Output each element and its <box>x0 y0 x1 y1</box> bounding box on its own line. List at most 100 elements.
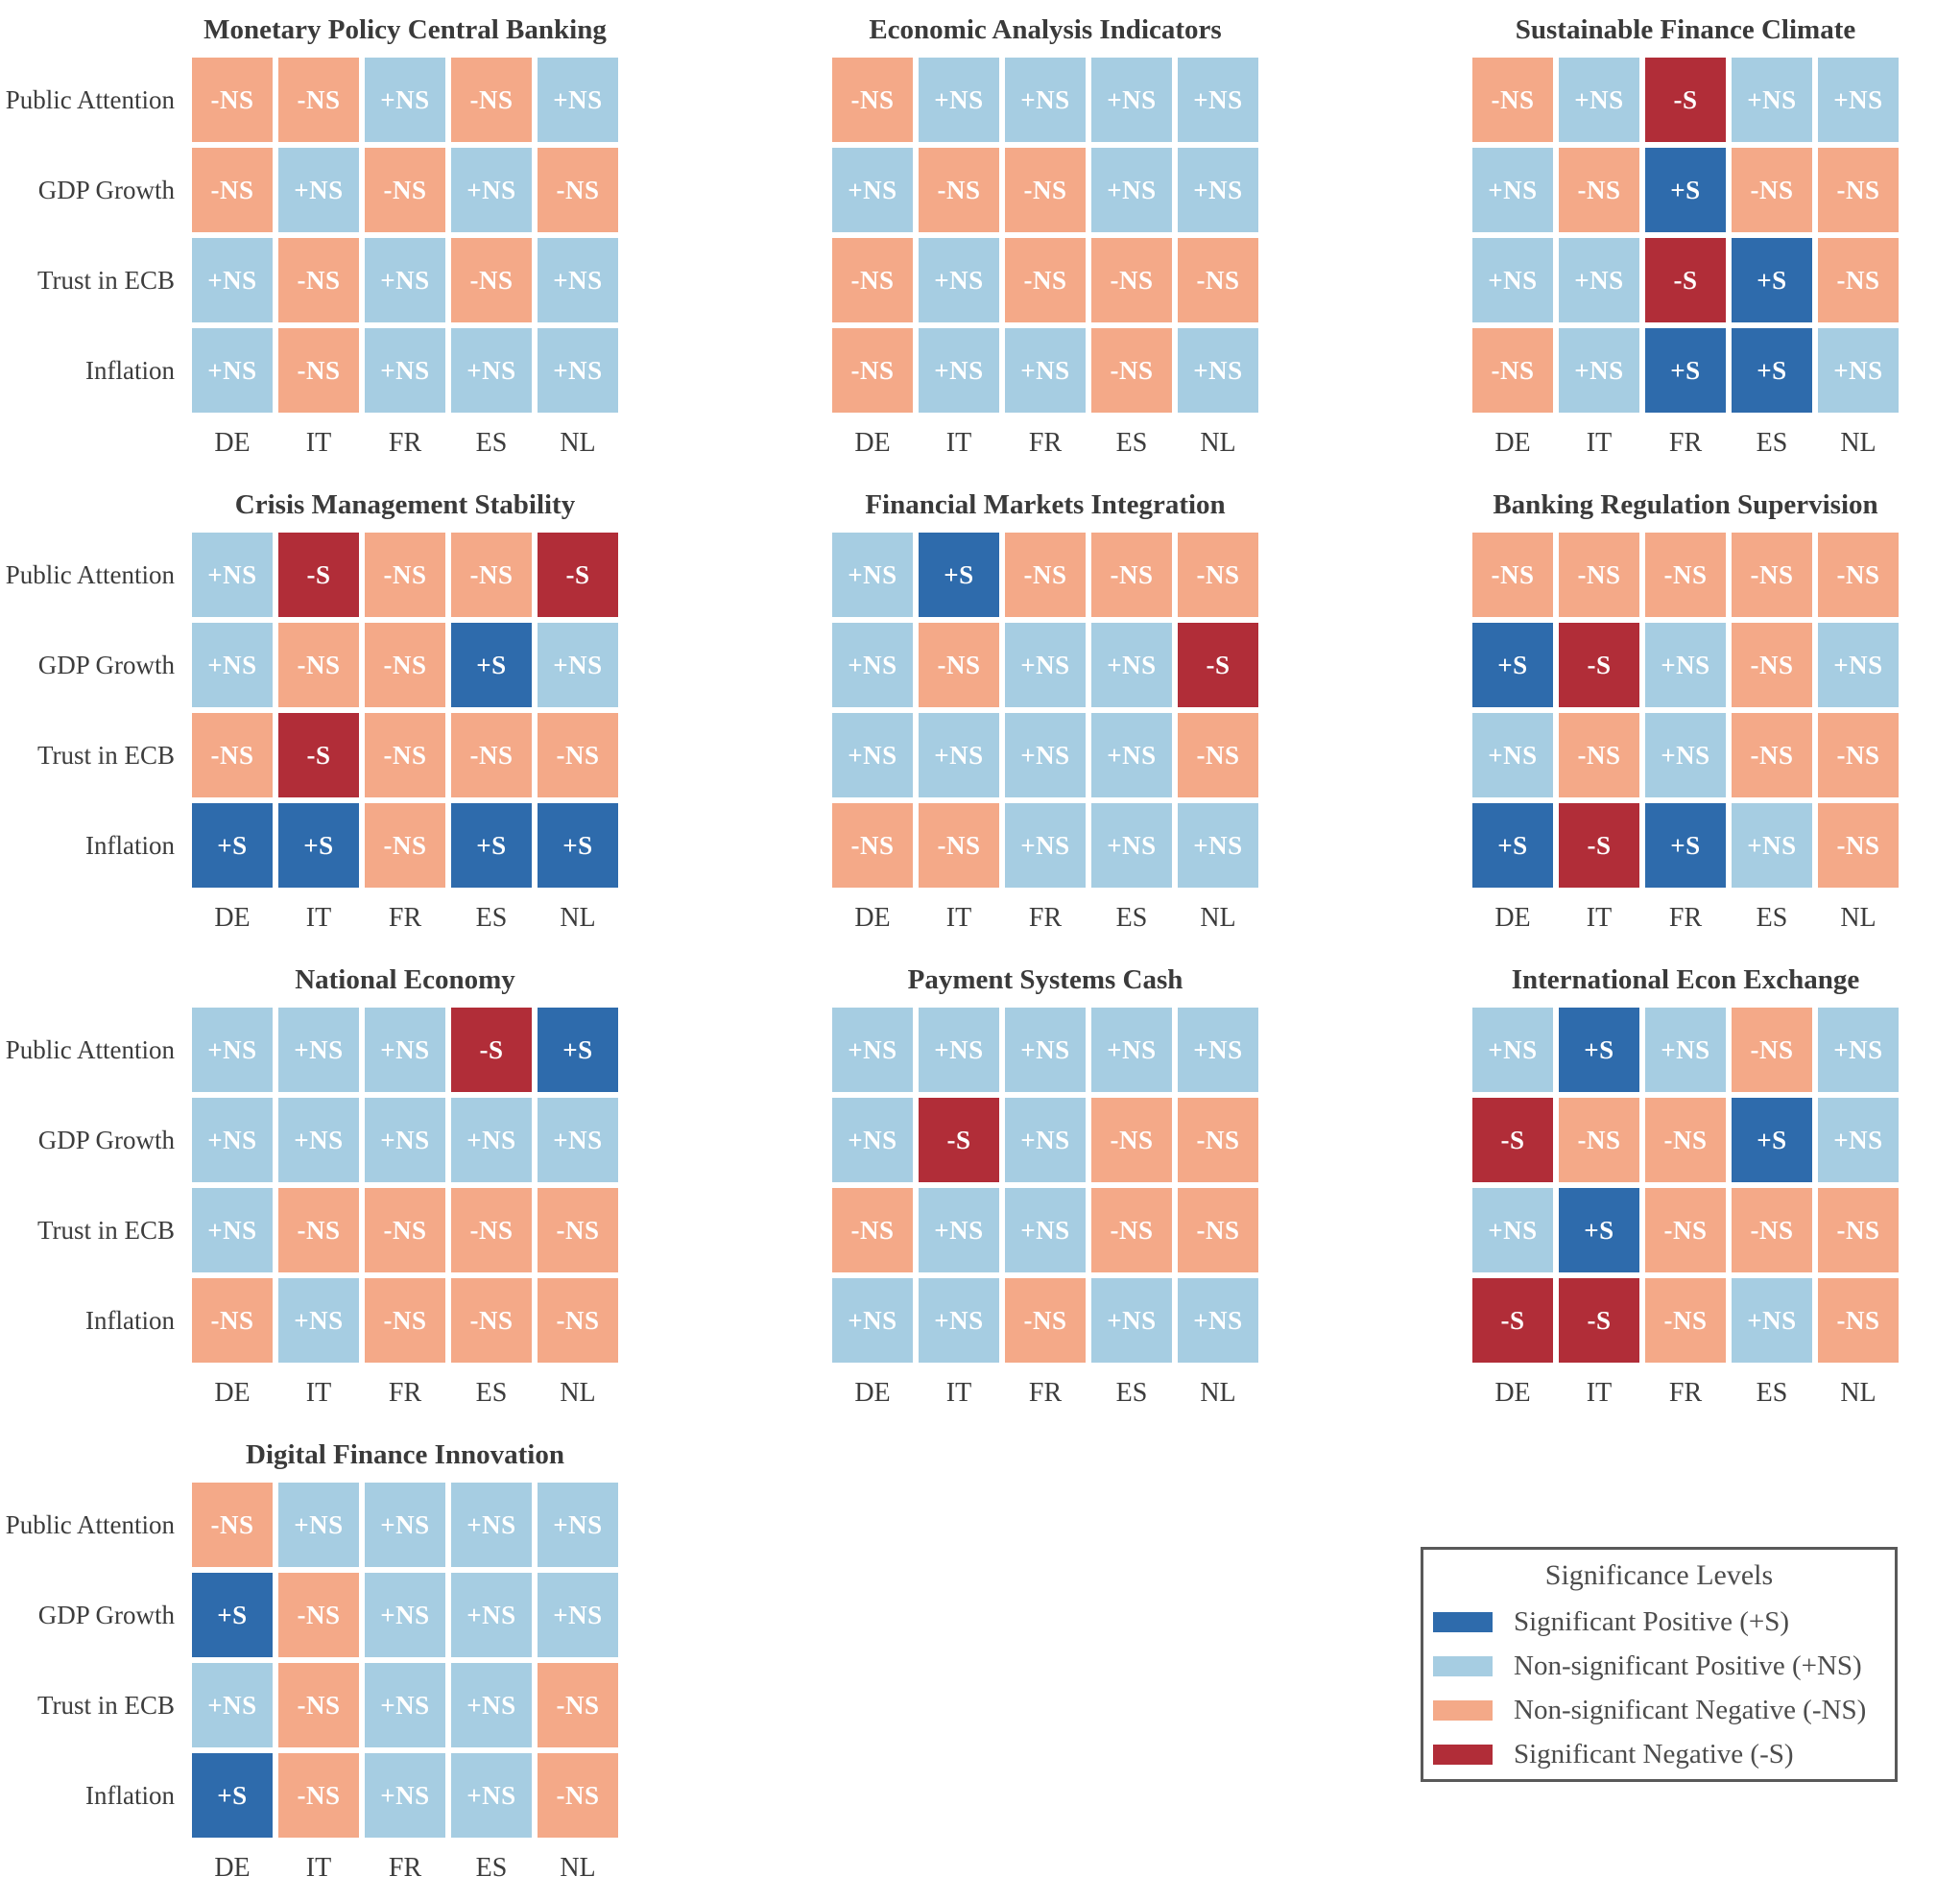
heatmap-cell: +NS <box>538 623 618 707</box>
column-label: ES <box>475 903 508 933</box>
heatmap-cell: +NS <box>1005 803 1086 888</box>
chart-panel: Payment Systems Cash +NS +NS +NS +NS +NS +NS -S… <box>640 950 1280 1409</box>
chart-slot-empty <box>640 1425 1280 1900</box>
heatmap-cell: +NS <box>192 238 273 322</box>
heatmap-cell: -NS <box>1818 238 1899 322</box>
row-label: Public Attention <box>5 559 175 589</box>
y-axis-spacer <box>1280 533 1472 934</box>
legend-item: Significant Positive (+S) <box>1433 1600 1895 1644</box>
heatmap-cell: -NS <box>278 1663 359 1747</box>
heatmap-cell: -S <box>919 1098 999 1182</box>
heatmap-cell: +NS <box>278 1008 359 1092</box>
heatmap-cell: -NS <box>919 148 999 232</box>
column-label: DE <box>854 428 891 458</box>
heatmap-cell: +NS <box>1005 1008 1086 1092</box>
column-label: DE <box>854 903 891 933</box>
column-label: IT <box>305 1378 332 1408</box>
column-label: DE <box>854 1378 891 1408</box>
legend-swatch-nonsig_neg <box>1433 1699 1493 1721</box>
column-label: DE <box>1494 1378 1531 1408</box>
heatmap-cell: -NS <box>1732 623 1812 707</box>
chart-panel: Sustainable Finance Climate -NS +NS -S +NS +N… <box>1280 0 1960 459</box>
row-label: Inflation <box>85 1305 175 1335</box>
heatmap-grid: -NS -NS -NS -NS -NS +S -S +NS -NS +NS +NS -NS +NS -NS… <box>1472 533 1899 888</box>
column-label: FR <box>1028 903 1063 933</box>
column-label: NL <box>560 428 596 458</box>
column-label: FR <box>1028 1378 1063 1408</box>
x-axis-labels: DE IT FR ES NL <box>832 428 1258 459</box>
column-label: NL <box>1200 1378 1236 1408</box>
heatmap-cell: +NS <box>1645 713 1726 797</box>
heatmap-cell: -NS <box>365 803 445 888</box>
heatmap-cell: +S <box>1472 803 1553 888</box>
column-label: ES <box>475 1853 508 1883</box>
chart-title: Financial Markets Integration <box>865 489 1226 520</box>
x-axis-labels: DE IT FR ES NL <box>832 1378 1258 1409</box>
heatmap-cell: +NS <box>192 1663 273 1747</box>
heatmap-cell: +NS <box>919 713 999 797</box>
heatmap-cell: +S <box>451 623 532 707</box>
heatmap-cell: +NS <box>192 1098 273 1182</box>
chart-title: Economic Analysis Indicators <box>869 14 1222 45</box>
heatmap-cell: -NS <box>1178 713 1258 797</box>
heatmap-cell: -NS <box>1472 58 1553 142</box>
chart-panel: Financial Markets Integration +NS +S -NS -NS… <box>640 475 1280 934</box>
row-label: Public Attention <box>5 1509 175 1539</box>
y-axis-spacer <box>640 58 832 459</box>
heatmap-cell: +S <box>1732 328 1812 413</box>
heatmap-cell: +S <box>1559 1188 1639 1272</box>
heatmap-cell: -NS <box>1472 533 1553 617</box>
heatmap-cell: +S <box>1645 148 1726 232</box>
heatmap-cell: -S <box>1559 1278 1639 1363</box>
heatmap-cell: +NS <box>1645 623 1726 707</box>
legend-swatch-sig_pos <box>1433 1611 1493 1632</box>
heatmap-cell: +NS <box>451 1098 532 1182</box>
heatmap-cell: +NS <box>1005 1188 1086 1272</box>
chart-panel: Public Attention GDP Growth Trust in ECB In… <box>0 0 640 459</box>
chart-main: Payment Systems Cash +NS +NS +NS +NS +NS +NS -S… <box>832 950 1258 1409</box>
heatmap-cell: -NS <box>1091 328 1172 413</box>
column-label: FR <box>1028 428 1063 458</box>
heatmap-cell: -NS <box>1559 713 1639 797</box>
heatmap-cell: +NS <box>451 1663 532 1747</box>
heatmap-cell: +NS <box>1091 148 1172 232</box>
heatmap-cell: +NS <box>832 1098 913 1182</box>
chart-slot-7: Public Attention GDP Growth Trust in ECB In… <box>0 950 640 1425</box>
chart-main: Sustainable Finance Climate -NS +NS -S +NS +N… <box>1472 0 1899 459</box>
column-label: NL <box>560 1853 596 1883</box>
chart-slot-8: Payment Systems Cash +NS +NS +NS +NS +NS +NS -S… <box>640 950 1280 1425</box>
column-label: FR <box>388 1853 422 1883</box>
heatmap-cell: +NS <box>1005 328 1086 413</box>
chart-slot-4: Public Attention GDP Growth Trust in ECB In… <box>0 475 640 950</box>
heatmap-cell: -NS <box>365 1278 445 1363</box>
heatmap-cell: +NS <box>1178 1278 1258 1363</box>
y-axis-spacer <box>1280 58 1472 459</box>
row-label: Public Attention <box>5 1034 175 1064</box>
heatmap-cell: -S <box>1472 1278 1553 1363</box>
column-label: IT <box>1586 1378 1613 1408</box>
heatmap-cell: +NS <box>1645 1008 1726 1092</box>
x-axis-labels: DE IT FR ES NL <box>192 1853 618 1884</box>
heatmap-cell: +NS <box>1818 623 1899 707</box>
heatmap-cell: -NS <box>365 148 445 232</box>
legend-item-label: Significant Negative (-S) <box>1514 1738 1794 1769</box>
column-label: ES <box>1756 903 1788 933</box>
heatmap-cell: +S <box>1559 1008 1639 1092</box>
heatmap-cell: -S <box>278 533 359 617</box>
chart-main: Banking Regulation Supervision -NS -NS -NS -… <box>1472 475 1899 934</box>
heatmap-cell: +NS <box>538 238 618 322</box>
heatmap-cell: -NS <box>1645 1278 1726 1363</box>
heatmap-cell: +NS <box>192 623 273 707</box>
heatmap-cell: -NS <box>1818 803 1899 888</box>
heatmap-grid: -NS +NS +NS +NS +NS +NS -NS -NS +NS +NS -NS +NS -NS -… <box>832 58 1258 413</box>
chart-slot-9: International Econ Exchange +NS +S +NS -NS +N… <box>1280 950 1960 1425</box>
heatmap-grid: +NS +NS +NS -S +S +NS +NS +NS +NS +NS +NS -NS -NS -NS… <box>192 1008 618 1363</box>
x-axis-labels: DE IT FR ES NL <box>832 903 1258 934</box>
column-label: DE <box>214 1378 251 1408</box>
heatmap-cell: -NS <box>192 713 273 797</box>
heatmap-cell: -NS <box>1732 1188 1812 1272</box>
row-label: Trust in ECB <box>36 1215 175 1245</box>
heatmap-cell: -NS <box>538 148 618 232</box>
heatmap-cell: -NS <box>832 328 913 413</box>
